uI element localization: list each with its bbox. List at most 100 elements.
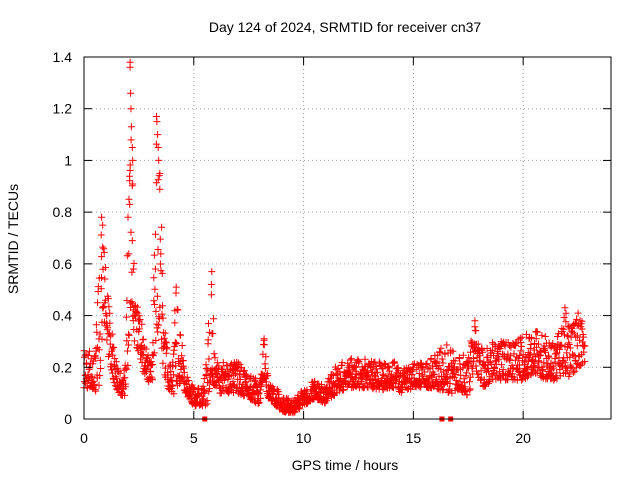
data-point (346, 356, 354, 364)
data-point (123, 297, 131, 305)
data-point (92, 387, 100, 395)
data-point (372, 365, 380, 373)
data-point (516, 351, 524, 359)
data-point (110, 344, 118, 351)
data-point (499, 366, 507, 374)
data-point (98, 335, 106, 343)
data-point (156, 235, 164, 243)
data-point (395, 367, 403, 375)
data-point (552, 373, 560, 381)
data-point (580, 333, 587, 341)
data-point (571, 367, 579, 375)
data-point (338, 359, 346, 367)
data-point (424, 382, 431, 390)
data-point (128, 144, 136, 151)
data-point (129, 265, 137, 273)
data-point (178, 342, 186, 349)
data-point (562, 309, 570, 317)
data-point (153, 118, 161, 126)
data-point (159, 314, 167, 322)
data-point (152, 230, 159, 238)
data-point (152, 337, 160, 344)
data-point (154, 131, 162, 139)
data-point (379, 365, 387, 373)
data-point (515, 361, 523, 369)
data-point (98, 274, 105, 282)
data-point (531, 359, 539, 367)
data-point (158, 269, 166, 277)
data-point (435, 362, 443, 369)
data-point (153, 320, 161, 328)
data-point (517, 347, 525, 355)
data-point (125, 330, 132, 338)
data-point (201, 386, 209, 394)
data-point (95, 381, 103, 389)
data-point (201, 401, 209, 409)
data-point (169, 371, 177, 379)
data-point (556, 345, 563, 353)
data-point (151, 285, 159, 293)
x-tick-label: 10 (296, 430, 312, 446)
data-point (96, 372, 104, 380)
data-point (159, 359, 167, 367)
data-point (548, 366, 556, 374)
data-point (148, 375, 156, 383)
data-point (126, 200, 134, 208)
data-point (200, 375, 208, 383)
data-point (125, 250, 133, 258)
data-point (101, 275, 109, 283)
data-point (508, 370, 516, 378)
x-tick-label: 20 (515, 430, 531, 446)
data-point (558, 341, 566, 349)
data-point (544, 360, 552, 368)
data-point (126, 63, 134, 71)
y-tick-label: 0.4 (53, 308, 73, 324)
y-tick-label: 0.2 (53, 359, 73, 375)
data-point (128, 237, 136, 245)
data-point (255, 399, 263, 407)
data-point (433, 357, 441, 365)
data-point (241, 379, 249, 387)
data-point (570, 368, 577, 376)
data-point (489, 339, 496, 347)
data-point (180, 368, 188, 376)
data-point (552, 350, 560, 358)
data-point (563, 349, 571, 357)
data-point (163, 345, 171, 353)
data-point (123, 337, 131, 345)
data-point (578, 325, 586, 333)
data-point (127, 228, 135, 236)
data-point (549, 339, 557, 347)
data-point (205, 388, 213, 396)
data-point (466, 385, 474, 393)
data-point (532, 335, 540, 343)
data-point (562, 318, 570, 326)
y-tick-label: 1 (64, 152, 72, 168)
data-point (124, 362, 132, 369)
data-point (208, 371, 216, 379)
data-point (275, 390, 283, 398)
data-point (219, 382, 227, 390)
data-point (184, 393, 192, 401)
data-point (172, 362, 180, 370)
data-point (172, 289, 180, 297)
data-point (474, 340, 482, 348)
x-axis-label: GPS time / hours (292, 457, 399, 473)
data-point (213, 359, 221, 367)
data-point (177, 331, 184, 339)
data-point (92, 354, 100, 362)
data-point (512, 340, 520, 348)
data-point (340, 386, 347, 394)
data-point (485, 367, 492, 375)
data-point (171, 319, 179, 327)
data-point (489, 346, 497, 354)
data-point (84, 351, 92, 359)
data-point (93, 328, 101, 336)
data-point (183, 373, 191, 381)
data-point (155, 321, 163, 329)
data-point (125, 341, 132, 349)
data-point (111, 361, 118, 369)
data-point (140, 351, 148, 359)
data-point (422, 361, 430, 368)
data-point (99, 304, 107, 312)
